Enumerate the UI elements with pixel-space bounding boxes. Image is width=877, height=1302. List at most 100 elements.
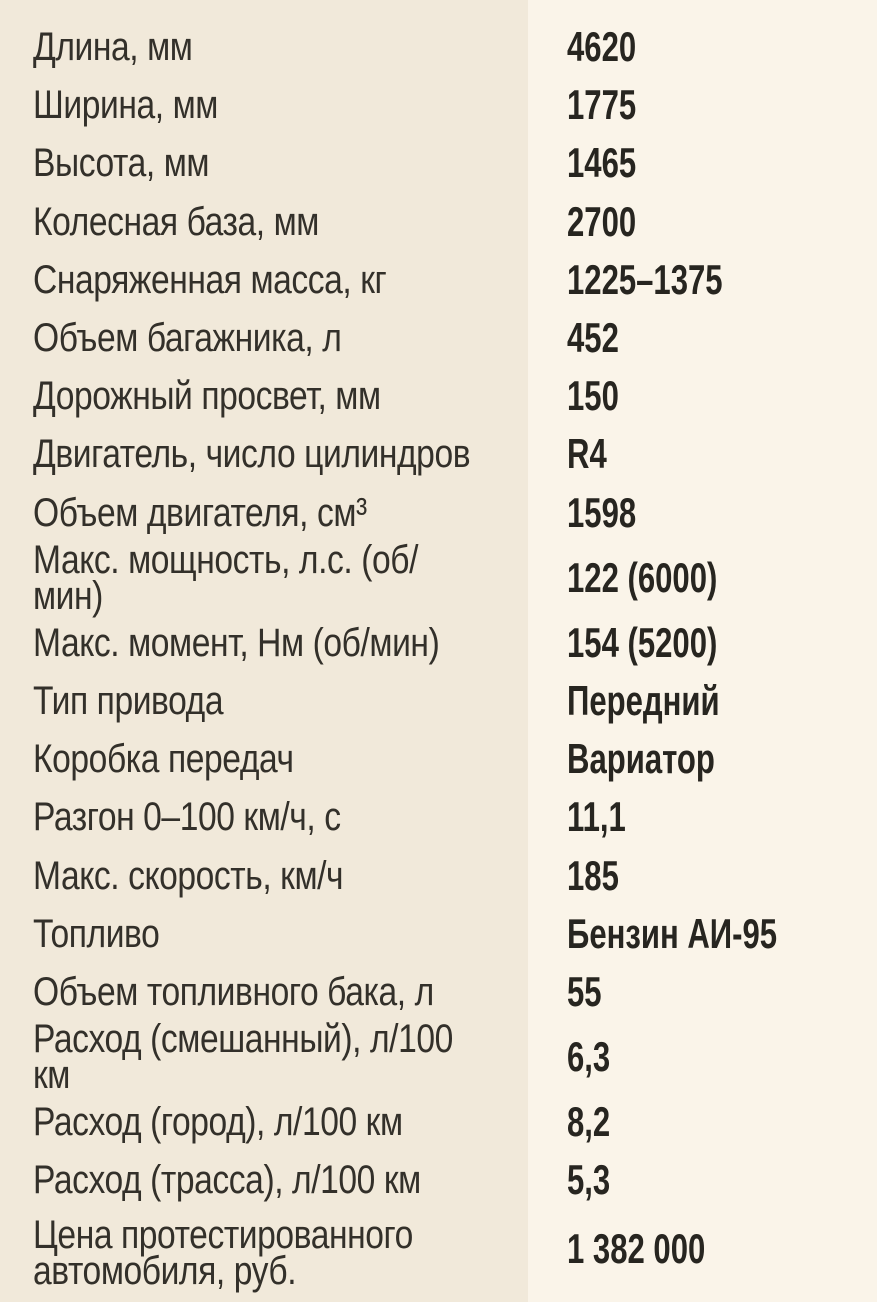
spec-value-cell: 1598	[567, 488, 877, 536]
spec-row: Макс. момент, Нм (об/мин) 154 (5200)	[0, 614, 877, 672]
spec-label-cell: Макс. скорость, км/ч	[0, 853, 567, 898]
spec-label-cell: Макс. момент, Нм (об/мин)	[0, 620, 567, 665]
spec-row: Ширина, мм 1775	[0, 76, 877, 134]
spec-value-cell: 1 382 000	[567, 1209, 877, 1270]
spec-label: Макс. момент, Нм (об/мин)	[33, 620, 440, 665]
spec-row: Объем топливного бака, л 55	[0, 963, 877, 1021]
spec-label: Цена протестированного автомобиля, руб.	[33, 1213, 413, 1294]
spec-label-cell: Длина, мм	[0, 25, 567, 70]
value-column-background	[528, 0, 877, 1302]
spec-value: 5,3	[567, 1156, 611, 1204]
spec-label: Топливо	[33, 911, 160, 956]
spec-value-cell: Бензин АИ-95	[567, 909, 877, 957]
spec-label-cell: Цена протестированного автомобиля, руб.	[0, 1209, 567, 1294]
spec-value-cell: 122 (6000)	[567, 553, 877, 601]
spec-label-cell: Тип привода	[0, 678, 567, 723]
spec-value: 1 382 000	[567, 1225, 706, 1273]
spec-value-cell: 185	[567, 851, 877, 899]
spec-label: Коробка передач	[33, 737, 294, 782]
spec-row: Высота, мм 1465	[0, 134, 877, 192]
spec-label-cell: Объем багажника, л	[0, 316, 567, 361]
spec-row: Макс. мощность, л.с. (об/мин) 122 (6000)	[0, 537, 877, 618]
label-column-background	[0, 0, 528, 1302]
spec-value: 1225–1375	[567, 255, 723, 303]
spec-row: Объем багажника, л 452	[0, 309, 877, 367]
spec-label: Объем топливного бака, л	[33, 969, 434, 1014]
spec-label-cell: Коробка передач	[0, 737, 567, 782]
spec-value-cell: 5,3	[567, 1159, 877, 1201]
spec-value-cell: 11,1	[567, 796, 877, 838]
spec-row: Расход (смешанный), л/100 км 6,3	[0, 1017, 877, 1097]
spec-label: Снаряженная масса, кг	[33, 257, 387, 302]
spec-label: Разгон 0–100 км/ч, с	[33, 795, 341, 840]
spec-row: Объем двигателя, см³ 1598	[0, 484, 877, 542]
spec-value-cell: 4620	[567, 26, 877, 68]
spec-row: Расход (трасса), л/100 км 5,3	[0, 1151, 877, 1209]
spec-label-cell: Расход (город), л/100 км	[0, 1100, 567, 1145]
spec-row: Дорожный просвет, мм 150	[0, 367, 877, 425]
spec-value: Вариатор	[567, 735, 715, 783]
spec-row: Коробка передач Вариатор	[0, 730, 877, 788]
spec-value-cell: 1225–1375	[567, 255, 877, 303]
spec-label: Колесная база, мм	[33, 199, 319, 244]
spec-row: Колесная база, мм 2700	[0, 193, 877, 251]
spec-value: 150	[567, 372, 619, 420]
spec-value: 452	[567, 314, 619, 362]
spec-label-cell: Колесная база, мм	[0, 199, 567, 244]
spec-label: Дорожный просвет, мм	[33, 374, 381, 419]
spec-label: Высота, мм	[33, 141, 210, 186]
spec-row: Длина, мм 4620	[0, 18, 877, 76]
spec-label-cell: Ширина, мм	[0, 83, 567, 128]
spec-label: Макс. скорость, км/ч	[33, 853, 344, 898]
spec-label-cell: Двигатель, число цилиндров	[0, 432, 567, 477]
spec-value: 6,3	[567, 1033, 611, 1080]
spec-row: Топливо Бензин АИ-95	[0, 905, 877, 963]
spec-label: Ширина, мм	[33, 83, 218, 128]
spec-value: Бензин АИ-95	[567, 909, 778, 957]
spec-value-cell: 55	[567, 970, 877, 1013]
spec-row: Цена протестированного автомобиля, руб. …	[0, 1209, 877, 1302]
spec-label: Двигатель, число цилиндров	[33, 432, 471, 477]
spec-value-cell: 150	[567, 375, 877, 417]
spec-label: Расход (трасса), л/100 км	[33, 1158, 421, 1203]
spec-row: Разгон 0–100 км/ч, с 11,1	[0, 788, 877, 846]
spec-label-cell: Снаряженная масса, кг	[0, 257, 567, 302]
spec-value: R4	[567, 430, 607, 478]
spec-label: Макс. мощность, л.с. (об/мин)	[33, 537, 419, 618]
spec-label-cell: Дорожный просвет, мм	[0, 374, 567, 419]
spec-value-cell: 2700	[567, 197, 877, 245]
spec-value-cell: 6,3	[567, 1036, 877, 1078]
spec-label-cell: Макс. мощность, л.с. (об/мин)	[0, 537, 567, 618]
spec-value: 185	[567, 851, 619, 899]
spec-value-cell: 154 (5200)	[567, 618, 877, 666]
spec-value: 154 (5200)	[567, 618, 718, 666]
spec-label-cell: Расход (смешанный), л/100 км	[0, 1017, 567, 1097]
spec-value: 1598	[567, 488, 637, 536]
spec-row: Двигатель, число цилиндров R4	[0, 425, 877, 483]
spec-value-cell: 1775	[567, 84, 877, 126]
spec-value-cell: 1465	[567, 142, 877, 184]
spec-label: Тип привода	[33, 678, 224, 723]
spec-label-cell: Топливо	[0, 911, 567, 956]
spec-label-cell: Объем двигателя, см³	[0, 490, 567, 535]
spec-label-cell: Объем топливного бака, л	[0, 969, 567, 1014]
spec-label: Длина, мм	[33, 25, 193, 70]
spec-label: Объем багажника, л	[33, 316, 342, 361]
spec-label: Объем двигателя, см³	[33, 490, 367, 535]
spec-value-cell: R4	[567, 433, 877, 475]
spec-label-cell: Расход (трасса), л/100 км	[0, 1158, 567, 1203]
spec-value: Передний	[567, 676, 720, 724]
spec-value-cell: 8,2	[567, 1101, 877, 1143]
spec-row: Тип привода Передний	[0, 672, 877, 730]
spec-value: 122 (6000)	[567, 553, 718, 601]
spec-value: 1465	[567, 139, 637, 187]
spec-value: 2700	[567, 197, 637, 245]
spec-value-cell: 452	[567, 317, 877, 359]
spec-label: Расход (город), л/100 км	[33, 1100, 403, 1145]
spec-label-cell: Высота, мм	[0, 141, 567, 186]
spec-value: 1775	[567, 81, 637, 129]
spec-label: Расход (смешанный), л/100 км	[33, 1017, 453, 1097]
spec-value-cell: Вариатор	[567, 738, 877, 780]
